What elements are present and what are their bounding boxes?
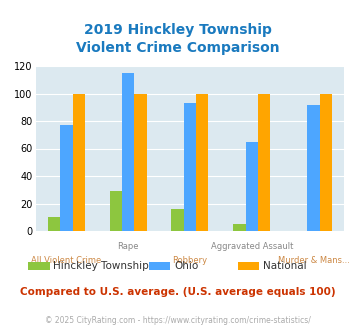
- Text: Compared to U.S. average. (U.S. average equals 100): Compared to U.S. average. (U.S. average …: [20, 287, 335, 297]
- Bar: [184, 103, 196, 231]
- Bar: [307, 105, 320, 231]
- Text: Rape: Rape: [118, 242, 139, 251]
- Bar: [48, 217, 60, 231]
- Text: 2019 Hinckley Township
Violent Crime Comparison: 2019 Hinckley Township Violent Crime Com…: [76, 23, 279, 55]
- Bar: [246, 142, 258, 231]
- Text: Hinckley Township: Hinckley Township: [53, 261, 149, 271]
- Bar: [72, 93, 85, 231]
- Text: Aggravated Assault: Aggravated Assault: [211, 242, 293, 251]
- Bar: [258, 93, 270, 231]
- Bar: [110, 191, 122, 231]
- Bar: [233, 224, 246, 231]
- Text: Robbery: Robbery: [173, 256, 207, 265]
- Bar: [134, 93, 147, 231]
- Text: © 2025 CityRating.com - https://www.cityrating.com/crime-statistics/: © 2025 CityRating.com - https://www.city…: [45, 315, 310, 325]
- Bar: [320, 93, 332, 231]
- Text: Ohio: Ohio: [174, 261, 198, 271]
- Text: Murder & Mans...: Murder & Mans...: [278, 256, 349, 265]
- Text: All Violent Crime: All Violent Crime: [31, 256, 102, 265]
- Bar: [196, 93, 208, 231]
- Text: National: National: [263, 261, 306, 271]
- Bar: [171, 209, 184, 231]
- Bar: [60, 125, 72, 231]
- Bar: [122, 73, 134, 231]
